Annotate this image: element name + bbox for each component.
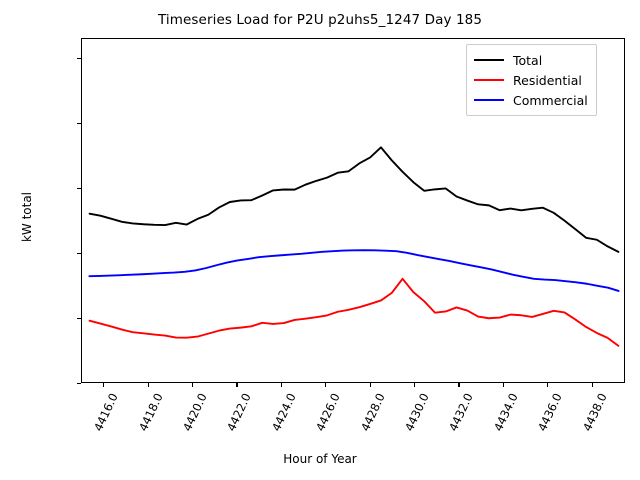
y-tick-mark bbox=[77, 317, 81, 319]
y-tick-mark bbox=[77, 57, 81, 59]
legend-item-commercial: Commercial bbox=[474, 90, 588, 110]
x-tick-label: 4418.0 bbox=[135, 391, 166, 434]
x-tick-label: 4428.0 bbox=[357, 391, 388, 434]
y-tick-mark bbox=[77, 122, 81, 124]
x-tick-label: 4438.0 bbox=[579, 391, 610, 434]
x-tick-mark bbox=[236, 383, 238, 387]
legend-label: Residential bbox=[513, 72, 582, 88]
x-tick-label: 4436.0 bbox=[535, 391, 565, 434]
x-tick-label: 4422.0 bbox=[224, 391, 255, 434]
y-tick-mark bbox=[77, 252, 81, 254]
x-tick-mark bbox=[147, 383, 149, 387]
x-tick-mark bbox=[192, 383, 194, 387]
series-lines bbox=[88, 146, 620, 347]
legend-item-residential: Residential bbox=[474, 70, 588, 90]
x-tick-label: 4424.0 bbox=[268, 391, 299, 434]
x-tick-label: 4420.0 bbox=[180, 391, 210, 434]
chart-legend: Total Residential Commercial bbox=[466, 44, 597, 116]
x-tick-mark bbox=[547, 383, 549, 387]
x-tick-label: 4434.0 bbox=[490, 391, 521, 434]
x-tick-mark bbox=[325, 383, 327, 387]
legend-label: Commercial bbox=[513, 92, 588, 108]
x-tick-label: 4432.0 bbox=[446, 391, 477, 434]
series-line-residential bbox=[88, 277, 620, 347]
x-tick-label: 4430.0 bbox=[402, 391, 432, 434]
legend-swatch-commercial bbox=[474, 99, 504, 101]
x-tick-mark bbox=[369, 383, 371, 387]
x-tick-mark bbox=[414, 383, 416, 387]
x-tick-mark bbox=[591, 383, 593, 387]
legend-swatch-residential bbox=[474, 79, 504, 81]
y-tick-mark bbox=[77, 187, 81, 189]
chart-title: Timeseries Load for P2U p2uhs5_1247 Day … bbox=[157, 12, 483, 28]
series-line-total bbox=[88, 146, 620, 253]
legend-item-total: Total bbox=[474, 50, 588, 70]
y-tick-mark bbox=[77, 383, 81, 385]
legend-label: Total bbox=[513, 52, 543, 68]
x-tick-mark bbox=[502, 383, 504, 387]
x-axis-label: Hour of Year bbox=[283, 452, 357, 466]
y-axis-label: kW total bbox=[20, 191, 34, 243]
x-tick-label: 4426.0 bbox=[313, 391, 343, 434]
legend-swatch-total bbox=[474, 59, 504, 61]
x-tick-mark bbox=[103, 383, 105, 387]
series-line-commercial bbox=[88, 249, 620, 292]
x-tick-mark bbox=[280, 383, 282, 387]
x-tick-label: 4416.0 bbox=[91, 391, 121, 434]
x-tick-mark bbox=[458, 383, 460, 387]
